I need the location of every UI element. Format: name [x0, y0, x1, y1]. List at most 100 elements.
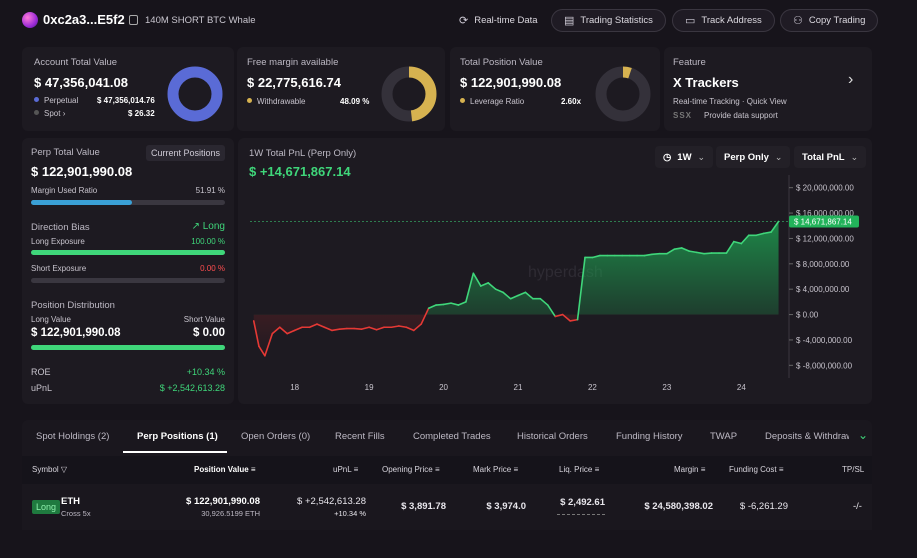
- roe-label: ROE: [31, 367, 51, 377]
- sort-icon: ≡: [778, 465, 784, 474]
- coin-symbol[interactable]: ETH: [61, 496, 80, 507]
- account-value-title: Account Total Value: [34, 57, 118, 68]
- perp-total-title: Perp Total Value: [31, 147, 100, 158]
- current-value-text: $ 14,671,867.14: [794, 217, 852, 226]
- leverage-value: 2.60x: [561, 97, 582, 106]
- copy-trading-icon: ⚇: [793, 15, 803, 27]
- tab-historical-orders[interactable]: Historical Orders: [517, 431, 588, 442]
- pnl-chart-title: 1W Total PnL (Perp Only): [249, 148, 357, 159]
- withdrawable-dot: [247, 98, 252, 103]
- pnl-area-chart[interactable]: hyperdash $ 20,000,000.00$ 16,000,000.00…: [238, 170, 872, 400]
- pnl-line-segment: [591, 254, 601, 259]
- x-tick-label: 18: [290, 383, 299, 392]
- pnl-line-segment: [252, 320, 260, 348]
- pnl-area-negative: [253, 314, 779, 356]
- long-value-label: Long Value: [31, 315, 71, 324]
- header-symbol[interactable]: Symbol ▽: [32, 465, 68, 474]
- chevron-right-icon[interactable]: ›: [848, 71, 854, 88]
- tab-perp-positions[interactable]: Perp Positions (1): [137, 431, 218, 442]
- header-funding-cost[interactable]: Funding Cost ≡: [729, 465, 784, 474]
- pnl-line-segment: [680, 247, 691, 252]
- perp-filter-dropdown[interactable]: Perp Only ⌄: [716, 146, 791, 168]
- ssx-logo: SSX: [673, 111, 693, 120]
- avatar: [22, 12, 38, 28]
- pnl-line-segment: [457, 301, 467, 306]
- tab-bar: [22, 420, 872, 456]
- pnl-line-segment: [554, 313, 564, 318]
- margin-value: $ 24,580,398.02: [644, 501, 713, 512]
- tab-spot-holdings[interactable]: Spot Holdings (2): [36, 431, 110, 442]
- y-axis-ticks: $ 20,000,000.00 $ 16,000,000.00 $ 12,000,0…: [789, 184, 854, 370]
- copy-icon[interactable]: [129, 15, 138, 25]
- current-positions-badge[interactable]: Current Positions: [146, 145, 226, 161]
- leverage-dot: [460, 98, 465, 103]
- account-donut-chart: [167, 66, 223, 122]
- perpetual-dot: [34, 97, 39, 102]
- pnl-line-segment: [338, 327, 348, 330]
- short-exposure-bar: [31, 278, 225, 283]
- chart-icon: ▤: [564, 15, 575, 27]
- header-position-value[interactable]: Position Value ≡: [194, 465, 256, 474]
- pnl-line-segment: [688, 250, 698, 254]
- top-header: 0xc2a3...E5f2 140M SHORT BTC Whale ⟳ Rea…: [0, 0, 917, 42]
- tab-deposits-withdrawals[interactable]: Deposits & Withdraw: [765, 431, 849, 442]
- header-upnl[interactable]: uPnL ≡: [333, 465, 359, 474]
- y-tick-label: $ 8,000,000.00: [796, 260, 850, 269]
- account-value: $ 47,356,041.08: [34, 75, 128, 90]
- pnl-line-segment: [666, 248, 676, 255]
- copy-trading-button[interactable]: ⚇ Copy Trading: [780, 9, 879, 32]
- tab-open-orders[interactable]: Open Orders (0): [241, 431, 311, 442]
- pnl-line-segment: [703, 252, 713, 255]
- pnl-line-segment: [308, 323, 318, 329]
- pnl-line-segment: [502, 291, 512, 300]
- trading-statistics-button[interactable]: ▤ Trading Statistics: [551, 9, 666, 32]
- tab-twap[interactable]: TWAP: [710, 431, 738, 442]
- sort-icon: ≡: [434, 465, 440, 474]
- header-margin[interactable]: Margin ≡: [674, 465, 706, 474]
- chevron-down-icon[interactable]: ⌄: [858, 428, 869, 442]
- pnl-line-segment: [740, 234, 750, 245]
- y-tick-label: $ 12,000,000.00: [796, 234, 854, 243]
- pnl-line-segment: [569, 318, 579, 322]
- header-mark-price[interactable]: Mark Price ≡: [473, 465, 519, 474]
- withdrawable-label: Withdrawable: [257, 97, 306, 106]
- tpsl-value: -/-: [853, 501, 862, 512]
- real-time-data-button[interactable]: ⟳ Real-time Data: [459, 15, 538, 27]
- trend-up-icon: ↗: [191, 221, 200, 232]
- pnl-line-segment: [576, 256, 586, 321]
- perp-summary-panel: Perp Total Value Current Positions $ 122…: [22, 138, 234, 404]
- margin-donut-arc: [381, 66, 437, 122]
- spot-row[interactable]: Spot ›: [34, 109, 65, 118]
- position-size: 30,926.5199 ETH: [201, 509, 260, 518]
- pnl-line-segment: [390, 325, 400, 329]
- tab-recent-fills[interactable]: Recent Fills: [335, 431, 385, 442]
- upnl-percent: +10.34 %: [334, 509, 366, 518]
- pnl-line-segment: [509, 294, 519, 300]
- feature-card[interactable]: Feature X Trackers Real-time Tracking · …: [664, 47, 872, 131]
- perp-total-value: $ 122,901,990.08: [31, 164, 133, 179]
- pnl-line-segment: [375, 326, 385, 331]
- track-address-button[interactable]: ▭ Track Address: [672, 9, 775, 32]
- pnl-line-segment: [762, 231, 772, 235]
- timeframe-dropdown[interactable]: ◷ 1W ⌄: [655, 146, 714, 168]
- position-donut-arc: [595, 66, 651, 122]
- pnl-line-segment: [695, 251, 705, 255]
- funding-cost: $ -6,261.29: [739, 501, 788, 512]
- pnl-line-segment: [487, 282, 497, 290]
- spot-value: $ 26.32: [128, 109, 155, 118]
- pnl-line: [252, 220, 780, 357]
- feature-description: Real-time Tracking · Quick View: [673, 97, 787, 106]
- tab-completed-trades[interactable]: Completed Trades: [413, 431, 491, 442]
- header-liq-price[interactable]: Liq. Price ≡: [559, 465, 600, 474]
- clock-icon: ◷: [663, 151, 672, 163]
- tab-funding-history[interactable]: Funding History: [616, 431, 683, 442]
- long-exposure-fill: [31, 250, 225, 255]
- refresh-icon: ⟳: [459, 15, 469, 27]
- current-value-label: $ 14,671,867.14: [789, 215, 859, 228]
- table-row[interactable]: [22, 484, 872, 530]
- leverage-label: Leverage Ratio: [470, 97, 525, 106]
- pnl-type-dropdown[interactable]: Total PnL ⌄: [794, 146, 867, 168]
- sort-icon: ≡: [513, 465, 519, 474]
- margin-used-value: 51.91 %: [195, 186, 225, 195]
- header-opening-price[interactable]: Opening Price ≡: [382, 465, 440, 474]
